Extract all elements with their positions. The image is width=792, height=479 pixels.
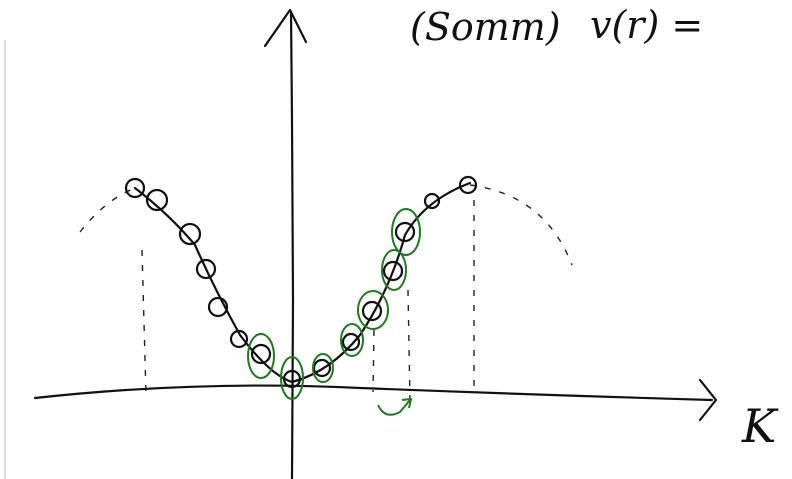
- points: [124, 175, 478, 389]
- x-axis: [33, 384, 714, 402]
- guide-line: [141, 249, 147, 396]
- dispersion-curve: [133, 181, 472, 384]
- y-axis: [289, 10, 295, 479]
- curve-dashed: [79, 187, 136, 233]
- y-axis-arrow: [263, 8, 308, 48]
- formula-left: (Somm): [410, 5, 561, 49]
- x-axis-arrow: [698, 378, 718, 422]
- guide-line: [372, 329, 375, 393]
- curve-dashed: [469, 184, 573, 266]
- x-axis-label: K: [741, 399, 779, 453]
- green-arrow: [377, 397, 413, 416]
- guide-line: [407, 289, 411, 403]
- highlight-circles: [247, 208, 421, 400]
- formula-right: v(r) =: [590, 3, 703, 47]
